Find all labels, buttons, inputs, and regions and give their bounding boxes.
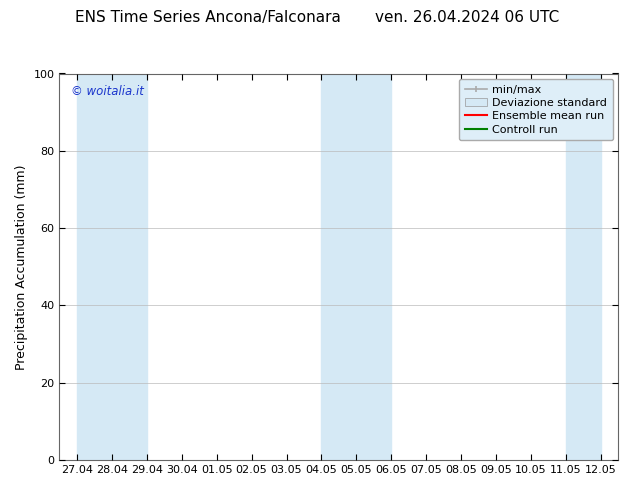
Legend: min/max, Deviazione standard, Ensemble mean run, Controll run: min/max, Deviazione standard, Ensemble m… — [459, 79, 613, 140]
Text: ENS Time Series Ancona/Falconara       ven. 26.04.2024 06 UTC: ENS Time Series Ancona/Falconara ven. 26… — [75, 10, 559, 25]
Bar — [566, 74, 601, 460]
Y-axis label: Precipitation Accumulation (mm): Precipitation Accumulation (mm) — [15, 164, 28, 369]
Bar — [77, 74, 146, 460]
Bar — [321, 74, 391, 460]
Text: © woitalia.it: © woitalia.it — [70, 85, 143, 98]
